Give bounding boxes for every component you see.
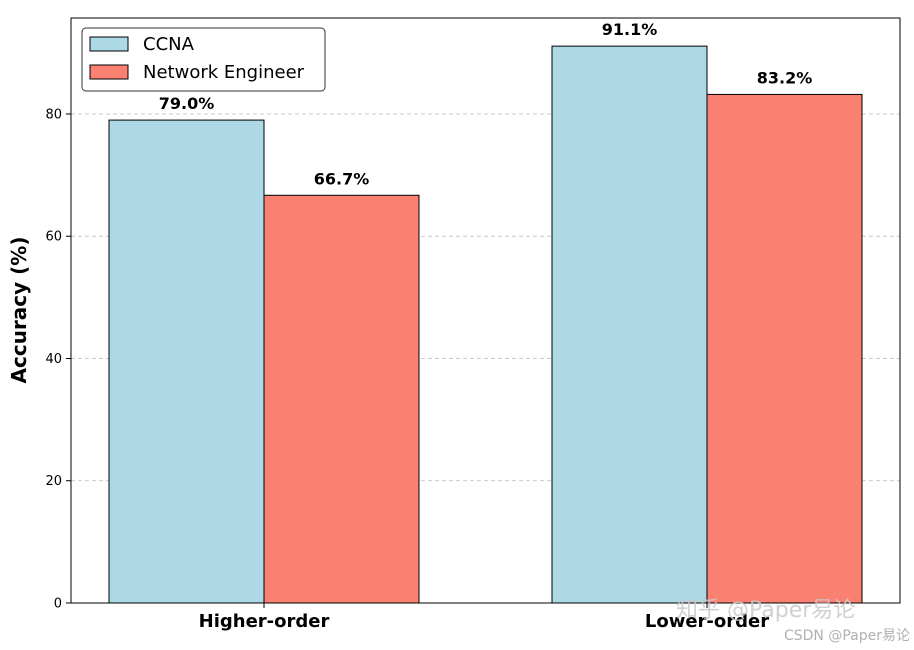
axes: 0 20 40 60 80 Higher-order Lower-order (45, 107, 769, 632)
grid-lines (71, 113, 900, 482)
bar-ccna-higher-order (108, 119, 265, 604)
legend-swatch-ccna (89, 36, 129, 52)
y-tick-label-40: 40 (45, 352, 62, 367)
data-label-ccna-higher-order: 79.0% (159, 94, 215, 113)
legend: CCNA Network Engineer (81, 27, 326, 92)
legend-label-network-engineer: Network Engineer (143, 62, 305, 83)
bars (108, 45, 863, 604)
y-tick-label-80: 80 (45, 107, 62, 122)
watermark-zhihu: 知乎 @Paper易论 (676, 598, 855, 623)
bar-network-engineer-higher-order (263, 194, 420, 604)
legend-label-ccna: CCNA (143, 34, 195, 55)
bar-network-engineer-lower-order (706, 93, 863, 604)
legend-frame (81, 27, 326, 92)
y-axis-title: Accuracy (%) (7, 237, 31, 384)
watermark-csdn: CSDN @Paper易论 (784, 628, 910, 644)
x-tick-label-lower-order: Lower-order (645, 611, 769, 632)
data-label-ccna-lower-order: 91.1% (602, 20, 658, 39)
y-tick-label-20: 20 (45, 474, 62, 489)
y-tick-label-60: 60 (45, 230, 62, 245)
bar-ccna-lower-order (551, 45, 708, 604)
legend-swatch-network-engineer (89, 64, 129, 80)
data-labels: 79.0% 66.7% 91.1% 83.2% (159, 20, 813, 188)
data-label-network-engineer-higher-order: 66.7% (314, 169, 370, 188)
data-label-network-engineer-lower-order: 83.2% (757, 68, 813, 87)
y-tick-label-0: 0 (54, 597, 62, 612)
x-tick-label-higher-order: Higher-order (199, 611, 330, 632)
plot-frame (70, 17, 901, 604)
